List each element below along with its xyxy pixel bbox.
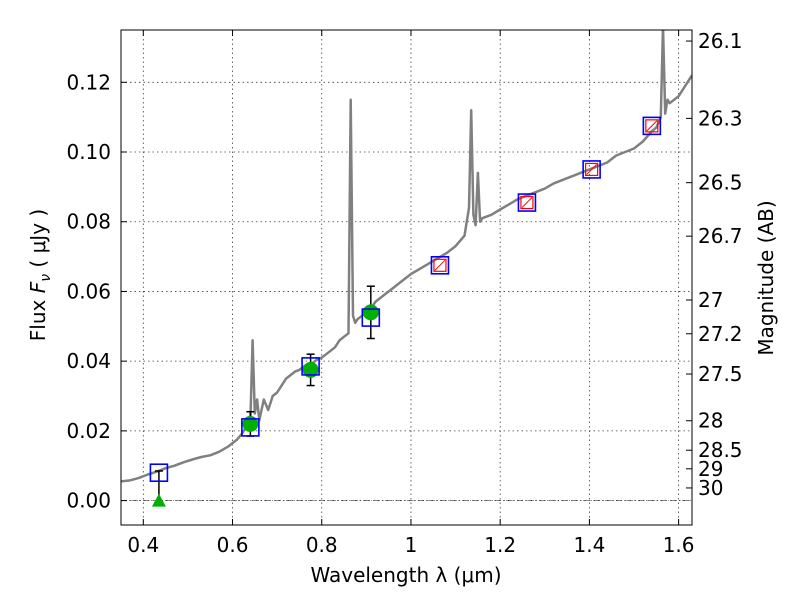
synthetic-flux-marker bbox=[585, 162, 599, 177]
observed-flux-point bbox=[362, 304, 379, 321]
synthetic-flux-marker-diagonal bbox=[646, 120, 658, 132]
synthetic-flux-marker bbox=[645, 119, 659, 133]
synthetic-flux-marker bbox=[433, 258, 447, 272]
x-tick-label: 0.4 bbox=[127, 533, 159, 557]
synthetic-flux-marker bbox=[520, 195, 534, 210]
mag-tick-label: 27.5 bbox=[698, 362, 743, 386]
x-tick-label: 1.4 bbox=[573, 533, 605, 557]
marker-layer bbox=[149, 116, 662, 507]
mag-tick-label: 28.5 bbox=[698, 438, 743, 462]
y-tick-label: 0.08 bbox=[66, 210, 111, 234]
mag-tick-label: 28 bbox=[698, 409, 723, 433]
x-tick-label: 1 bbox=[405, 533, 418, 557]
x-tick-label: 1.6 bbox=[663, 533, 695, 557]
tick-layer: 0.4 0.6 0.8 1 1.2 1.4 1.6 0.00 0.02 0.04 0.06 0.08 0… bbox=[66, 29, 742, 557]
y-tick-label: 0.10 bbox=[66, 140, 111, 164]
y-tick-label: 0.06 bbox=[66, 279, 111, 303]
upper-limit-triangle bbox=[151, 493, 166, 507]
model-flux-square bbox=[642, 116, 662, 136]
y-axis-label-prefix: Flux bbox=[26, 293, 50, 341]
magnitude-axis-label: Magnitude (AB) bbox=[754, 200, 778, 355]
grid-layer bbox=[121, 30, 692, 525]
y-axis-label-sub: ν bbox=[38, 274, 54, 282]
y-tick-label: 0.00 bbox=[66, 489, 111, 513]
model-spectrum-line bbox=[121, 30, 692, 483]
y-axis-label-var: F bbox=[26, 281, 50, 293]
mag-tick-label: 26.7 bbox=[698, 224, 743, 248]
model-flux-square bbox=[582, 160, 601, 179]
mag-tick-label: 26.3 bbox=[698, 106, 743, 130]
y-axis-label: Flux Fν ( μJy ) bbox=[26, 209, 54, 341]
model-flux-square bbox=[517, 193, 537, 212]
mag-tick-label: 27.2 bbox=[698, 322, 743, 346]
observed-flux-point bbox=[242, 415, 259, 432]
y-tick-label: 0.12 bbox=[66, 70, 111, 94]
mag-tick-label: 27 bbox=[698, 288, 723, 312]
mag-tick-label: 26.1 bbox=[698, 29, 743, 53]
x-tick-label: 1.2 bbox=[484, 533, 516, 557]
model-flux-square bbox=[149, 463, 169, 483]
observed-flux-point bbox=[302, 361, 319, 378]
synthetic-flux-marker-diagonal bbox=[521, 197, 533, 208]
x-tick-label: 0.6 bbox=[217, 533, 249, 557]
model-flux-square bbox=[430, 255, 450, 275]
mag-tick-label: 26.5 bbox=[698, 171, 743, 195]
synthetic-flux-marker-diagonal bbox=[586, 164, 597, 175]
y-axis-label-suffix: ( μJy ) bbox=[26, 209, 50, 274]
y-tick-label: 0.04 bbox=[66, 349, 111, 373]
y-tick-label: 0.02 bbox=[66, 419, 111, 443]
mag-tick-label: 29 bbox=[698, 457, 723, 481]
model-flux-square bbox=[301, 357, 320, 376]
plot-frame bbox=[120, 29, 693, 526]
spectrum-layer bbox=[121, 30, 692, 483]
synthetic-flux-marker-diagonal bbox=[434, 259, 446, 271]
mag-tick-label: 30 bbox=[698, 476, 723, 500]
model-flux-square bbox=[241, 418, 260, 437]
model-flux-square bbox=[361, 308, 381, 327]
x-tick-label: 0.8 bbox=[306, 533, 338, 557]
x-axis-label: Wavelength λ (μm) bbox=[310, 563, 501, 587]
